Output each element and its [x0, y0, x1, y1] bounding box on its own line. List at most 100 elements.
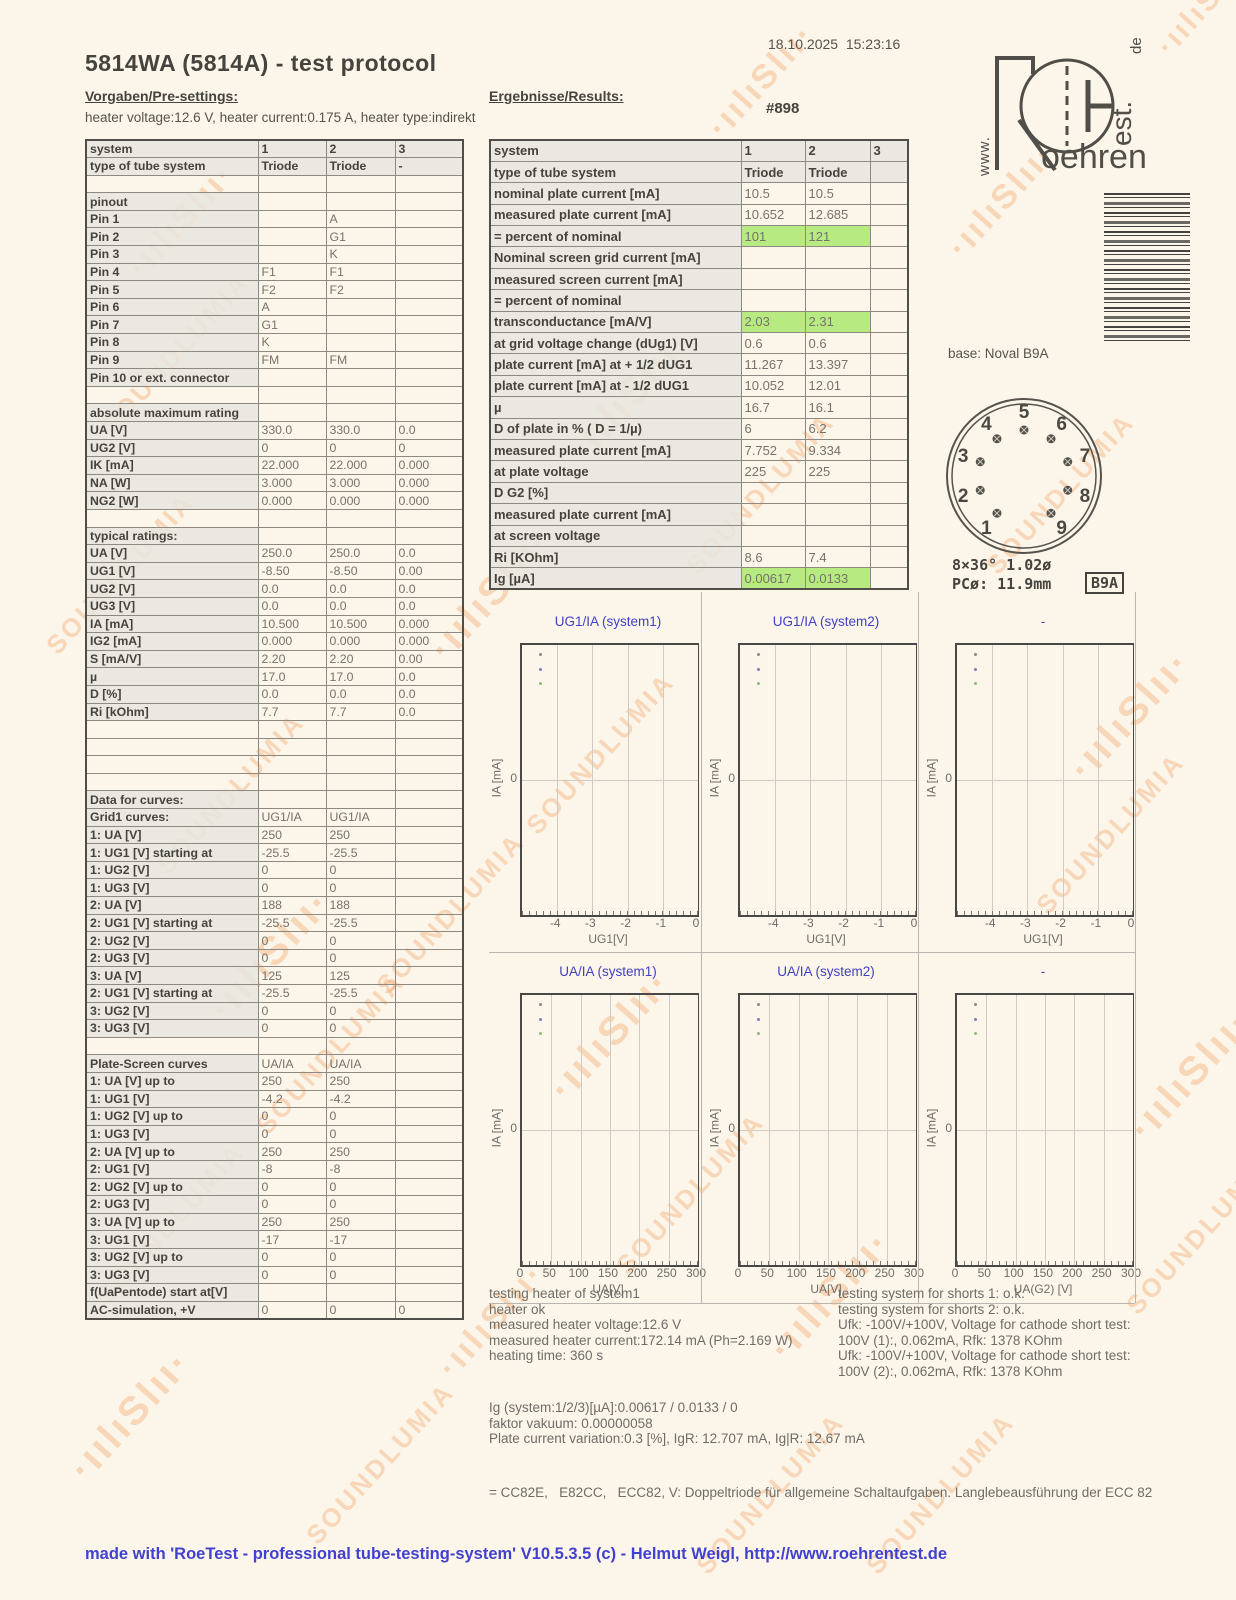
- note-line: heater ok: [489, 1301, 546, 1317]
- note-line: 100V (1):, 0.062mA, Rfk: 1378 KOhm: [838, 1332, 1063, 1348]
- cell-value: F2: [325, 280, 396, 299]
- cell-value: 330.0: [325, 421, 396, 440]
- cell-value: 0: [325, 1124, 396, 1144]
- cell-value: [257, 403, 327, 422]
- table-row: 2: UG1 [V] -8 -8: [85, 1159, 464, 1179]
- cell-value: [740, 289, 806, 312]
- results-heading: Ergebnisse/Results:: [489, 88, 624, 104]
- chart: - IA [mA] 0 0 50 100 150 200 250 300 UA(G2) [V]: [924, 960, 1142, 1302]
- table-row: 2: UG3 [V] 0 0: [85, 948, 464, 968]
- table-row: Grid1 curves: UG1/IA UG1/IA: [85, 808, 464, 827]
- cell-value: 0: [325, 1019, 396, 1038]
- row-label: system: [85, 139, 259, 159]
- row-label: measured plate current [mA]: [489, 503, 742, 526]
- socket-pin: 6: [1046, 414, 1067, 444]
- cell-value: Triode: [257, 157, 327, 176]
- cell-value: FM: [325, 350, 396, 370]
- curve-legend-dot: [974, 667, 977, 671]
- presettings-heading: Vorgaben/Pre-settings:: [85, 88, 238, 104]
- cell-value: 0: [257, 438, 327, 458]
- row-label: [85, 174, 259, 194]
- cell-value: [869, 353, 909, 376]
- socket-pin: 3: [958, 446, 985, 467]
- x-axis-label: UG1[V]: [588, 932, 628, 946]
- plot-area: [738, 643, 917, 917]
- cell-value: [257, 755, 327, 774]
- cell-value: [394, 860, 464, 880]
- y-axis-label-text: IA [mA]: [489, 758, 503, 798]
- cell-value: A: [257, 297, 327, 317]
- table-row: 1: UG2 [V] up to 0 0: [85, 1107, 464, 1126]
- cell-value: 0: [257, 1177, 327, 1197]
- row-label: at screen voltage: [489, 524, 742, 547]
- cell-value: 330.0: [257, 421, 327, 440]
- note-line: 100V (2):, 0.062mA, Rfk: 1378 KOhm: [838, 1363, 1063, 1379]
- row-label: measured plate current [mA]: [489, 203, 742, 227]
- curve-legend-dot: [757, 1032, 760, 1035]
- cell-value: 0: [257, 1247, 327, 1267]
- cell-value: 16.1: [804, 396, 871, 419]
- socket-pin: 2: [958, 485, 985, 507]
- row-label: plate current [mA] at - 1/2 dUG1: [489, 374, 742, 398]
- table-row: f(UaPentode) start at[V]: [85, 1283, 464, 1302]
- table-row: IG2 [mA] 0.000 0.000 0.000: [85, 632, 464, 651]
- cell-value: 125: [325, 966, 396, 985]
- cell-value: [394, 262, 464, 282]
- cell-value: [394, 1283, 464, 1302]
- cell-value: -25.5: [325, 984, 396, 1003]
- row-label: IA [mA]: [85, 614, 259, 634]
- socket-pin: 8: [1063, 485, 1090, 507]
- row-label: Pin 3: [85, 245, 259, 264]
- table-row: Pin 1 A: [85, 209, 464, 229]
- cell-value: 0: [325, 1195, 396, 1214]
- cell-value: 0.0: [325, 596, 396, 616]
- table-row: 2: UG1 [V] starting at -25.5 -25.5: [85, 913, 464, 933]
- socket-outer-ring: [946, 398, 1102, 554]
- x-axis-label: UA(G2) [V]: [1013, 1282, 1073, 1296]
- cell-value: G1: [257, 315, 327, 335]
- note-line: measured heater current:172.14 mA (Ph=2.…: [489, 1332, 793, 1348]
- table-row: Ig [µA] 0.00617 0.0133: [489, 567, 909, 590]
- cell-value: [257, 1283, 327, 1302]
- y-axis-label-text: IA [mA]: [707, 758, 721, 798]
- table-row: = percent of nominal: [489, 289, 909, 312]
- row-label: 2: UG3 [V]: [85, 1195, 259, 1214]
- cell-value: 2.03: [740, 310, 806, 334]
- row-label: 2: UA [V] up to: [85, 1142, 259, 1161]
- cell-value: 0: [257, 1019, 327, 1038]
- cell-value: F1: [325, 262, 396, 282]
- cell-value: [325, 368, 396, 387]
- row-label: UG3 [V]: [85, 596, 259, 616]
- table-row: Pin 7 G1: [85, 315, 464, 335]
- cell-value: 0.0: [394, 667, 464, 686]
- cell-value: [869, 460, 909, 483]
- curve-legend-dot: [974, 1017, 977, 1021]
- plot-area: [520, 993, 699, 1267]
- table-row: [85, 508, 464, 528]
- cell-value: 0: [325, 1247, 396, 1267]
- table-row: S [mA/V] 2.20 2.20 0.00: [85, 649, 464, 669]
- cell-value: [325, 755, 396, 774]
- table-row: [85, 755, 464, 774]
- cell-value: 0.000: [257, 491, 327, 510]
- cell-value: 0: [325, 1177, 396, 1197]
- table-row: at grid voltage change (dUg1) [V] 0.6 0.6: [489, 332, 909, 355]
- cell-value: [869, 203, 909, 227]
- x-axis-tick-label: 100: [1003, 1266, 1024, 1280]
- cell-value: 0.000: [325, 632, 396, 651]
- cell-value: 10.652: [740, 203, 806, 227]
- chart: UG1/IA (system1) IA [mA] 0 -4 -3 -2 -1 0 UG1[V]: [489, 610, 707, 952]
- row-label: Ig [µA]: [489, 567, 742, 590]
- cell-value: 0.0: [394, 596, 464, 616]
- footer-credit: made with 'RoeTest - professional tube-t…: [85, 1545, 948, 1563]
- row-label: 3: UG3 [V]: [85, 1019, 259, 1038]
- cell-value: UA/IA: [325, 1054, 396, 1073]
- cell-value: [394, 368, 464, 387]
- row-label: [85, 772, 259, 792]
- cell-value: UG1/IA: [325, 808, 396, 827]
- cell-value: -: [394, 157, 464, 176]
- table-row: 2: UG3 [V] 0 0: [85, 1195, 464, 1214]
- table-row: UA [V] 330.0 330.0 0.0: [85, 421, 464, 440]
- cell-value: FM: [257, 350, 327, 370]
- cell-value: [257, 174, 327, 194]
